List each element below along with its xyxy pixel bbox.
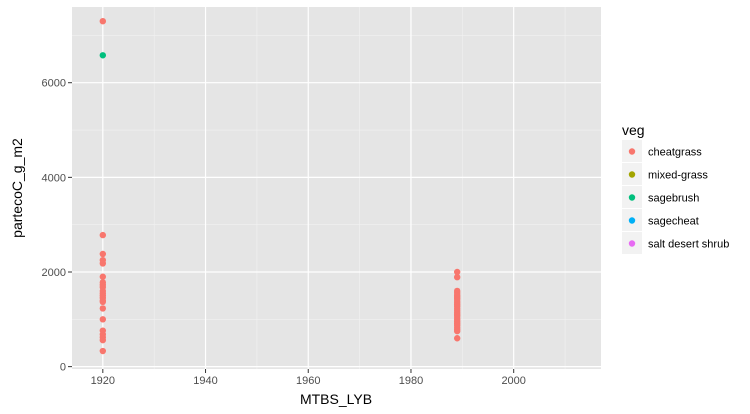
data-point-cheatgrass — [99, 316, 107, 323]
legend-swatch — [628, 194, 636, 201]
legend-label: cheatgrass — [648, 147, 702, 159]
legend-title: veg — [622, 122, 645, 138]
data-point-cheatgrass — [99, 347, 107, 355]
data-point-cheatgrass — [453, 327, 461, 335]
data-point-cheatgrass — [99, 298, 107, 306]
data-point-cheatgrass — [99, 305, 107, 312]
grid-minor — [72, 7, 601, 369]
data-point-cheatgrass — [453, 268, 461, 276]
data-point-cheatgrass — [99, 17, 107, 25]
legend-label: mixed-grass — [648, 170, 708, 182]
data-point-cheatgrass — [99, 231, 107, 239]
grid-major — [72, 7, 601, 369]
y-axis-title: partecoC_g_m2 — [9, 138, 25, 238]
x-tick-label: 1940 — [193, 375, 217, 387]
data-point-cheatgrass — [99, 250, 107, 258]
legend-swatch — [628, 240, 636, 247]
data-points — [99, 17, 461, 355]
x-tick-label: 2000 — [501, 375, 525, 387]
x-axis-ticks: 1920 1940 1960 1980 2000 — [91, 369, 526, 387]
y-tick-label: 0 — [60, 362, 66, 374]
legend-label: sagebrush — [648, 193, 699, 205]
panel-background — [72, 7, 601, 369]
x-axis-title: MTBS_LYB — [300, 391, 372, 407]
y-tick-label: 4000 — [42, 172, 66, 184]
x-tick-label: 1920 — [91, 375, 115, 387]
y-tick-label: 2000 — [42, 267, 66, 279]
x-tick-label: 1960 — [296, 375, 320, 387]
legend-swatch — [628, 171, 636, 178]
x-tick-label: 1980 — [399, 375, 423, 387]
legend-swatch — [628, 217, 636, 224]
data-point-cheatgrass — [453, 273, 461, 281]
y-tick-label: 6000 — [42, 78, 66, 90]
legend: veg cheatgrass mixed-grass sagebrush sagech… — [622, 122, 729, 254]
y-axis-ticks: 0 2000 4000 6000 — [42, 78, 72, 374]
data-point-cheatgrass — [99, 260, 107, 267]
data-point-cheatgrass — [99, 273, 107, 280]
data-point-cheatgrass — [453, 335, 461, 342]
data-point-cheatgrass — [99, 336, 107, 344]
legend-label: salt desert shrub — [648, 239, 729, 251]
legend-swatch — [628, 148, 636, 155]
data-point-sagebrush — [99, 52, 107, 59]
legend-label: sagecheat — [648, 216, 699, 228]
